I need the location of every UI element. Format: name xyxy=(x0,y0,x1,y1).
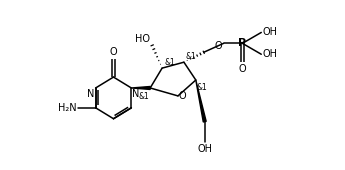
Text: &1: &1 xyxy=(197,83,208,92)
Polygon shape xyxy=(131,87,150,89)
Text: &1: &1 xyxy=(138,92,149,101)
Text: &1: &1 xyxy=(164,58,175,67)
Polygon shape xyxy=(196,80,206,122)
Text: N: N xyxy=(87,89,95,99)
Text: HO: HO xyxy=(135,34,150,44)
Text: O: O xyxy=(179,91,187,101)
Text: &1: &1 xyxy=(186,52,197,61)
Text: OH: OH xyxy=(262,49,277,59)
Text: O: O xyxy=(110,47,117,57)
Text: O: O xyxy=(239,64,246,74)
Text: OH: OH xyxy=(197,143,212,154)
Text: H₂N: H₂N xyxy=(58,103,77,113)
Text: OH: OH xyxy=(262,27,277,37)
Text: O: O xyxy=(215,41,222,51)
Text: P: P xyxy=(238,38,246,48)
Text: N: N xyxy=(132,89,140,99)
